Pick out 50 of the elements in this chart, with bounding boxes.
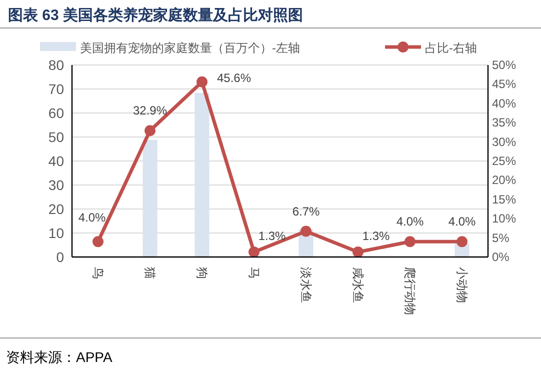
data-label: 45.6% — [216, 70, 252, 85]
point — [248, 246, 260, 258]
y2-tick-label: 10% — [492, 212, 516, 226]
y2-tick-label: 50% — [492, 58, 516, 72]
x-tick-label: 爬行动物 — [403, 267, 417, 315]
data-label: 1.3% — [362, 229, 390, 244]
y2-tick-label: 15% — [492, 192, 516, 206]
data-label: 32.9% — [132, 104, 168, 118]
point — [92, 236, 104, 248]
y2-tick-label: 20% — [492, 173, 516, 188]
x-tick-label: 小动物 — [455, 267, 469, 303]
point — [144, 125, 156, 136]
x-tick-label: 淡水鱼 — [299, 267, 313, 303]
legend-label: 美国拥有宠物的家庭数量（百万个）-左轴 — [80, 41, 300, 55]
x-tick-label: 猫 — [143, 267, 157, 279]
y2-tick-label: 5% — [492, 230, 510, 245]
data-label: 4.0% — [448, 214, 476, 229]
y-tick-label: 50 — [48, 129, 64, 145]
y2-tick-label: 0% — [492, 250, 510, 264]
y2-tick-label: 45% — [492, 77, 516, 92]
y2-tick-label: 25% — [492, 154, 516, 168]
y2-tick-label: 40% — [492, 96, 516, 110]
point — [196, 76, 208, 88]
data-label: 4.0% — [396, 214, 424, 229]
point — [404, 236, 416, 248]
y-tick-label: 80 — [48, 57, 64, 73]
x-tick-label: 马 — [247, 267, 261, 279]
bar — [194, 92, 210, 257]
legend-label: 占比-右轴 — [425, 41, 477, 55]
x-tick-label: 咸水鱼 — [351, 267, 365, 303]
x-tick-label: 狗 — [195, 267, 209, 279]
data-label: 4.0% — [78, 210, 106, 225]
y-tick-label: 0 — [56, 249, 64, 265]
y-tick-label: 40 — [48, 153, 64, 169]
data-label: 6.7% — [292, 204, 320, 218]
point — [300, 226, 312, 237]
y2-tick-label: 30% — [492, 134, 516, 149]
y-tick-label: 20 — [48, 201, 64, 217]
y-tick-label: 10 — [48, 225, 64, 241]
point — [456, 236, 468, 248]
point — [352, 246, 364, 258]
chart-title: 图表 63 美国各类养宠家庭数量及占比对照图 — [8, 6, 304, 24]
data-label: 1.3% — [258, 229, 286, 244]
bar — [142, 140, 158, 257]
y2-tick-label: 35% — [492, 116, 516, 130]
y-tick-label: 60 — [48, 105, 64, 121]
text: 资料来源：APPA — [6, 349, 113, 365]
y-tick-label: 30 — [48, 177, 64, 193]
x-tick-label: 鸟 — [91, 267, 105, 279]
y-tick-label: 70 — [48, 81, 64, 97]
